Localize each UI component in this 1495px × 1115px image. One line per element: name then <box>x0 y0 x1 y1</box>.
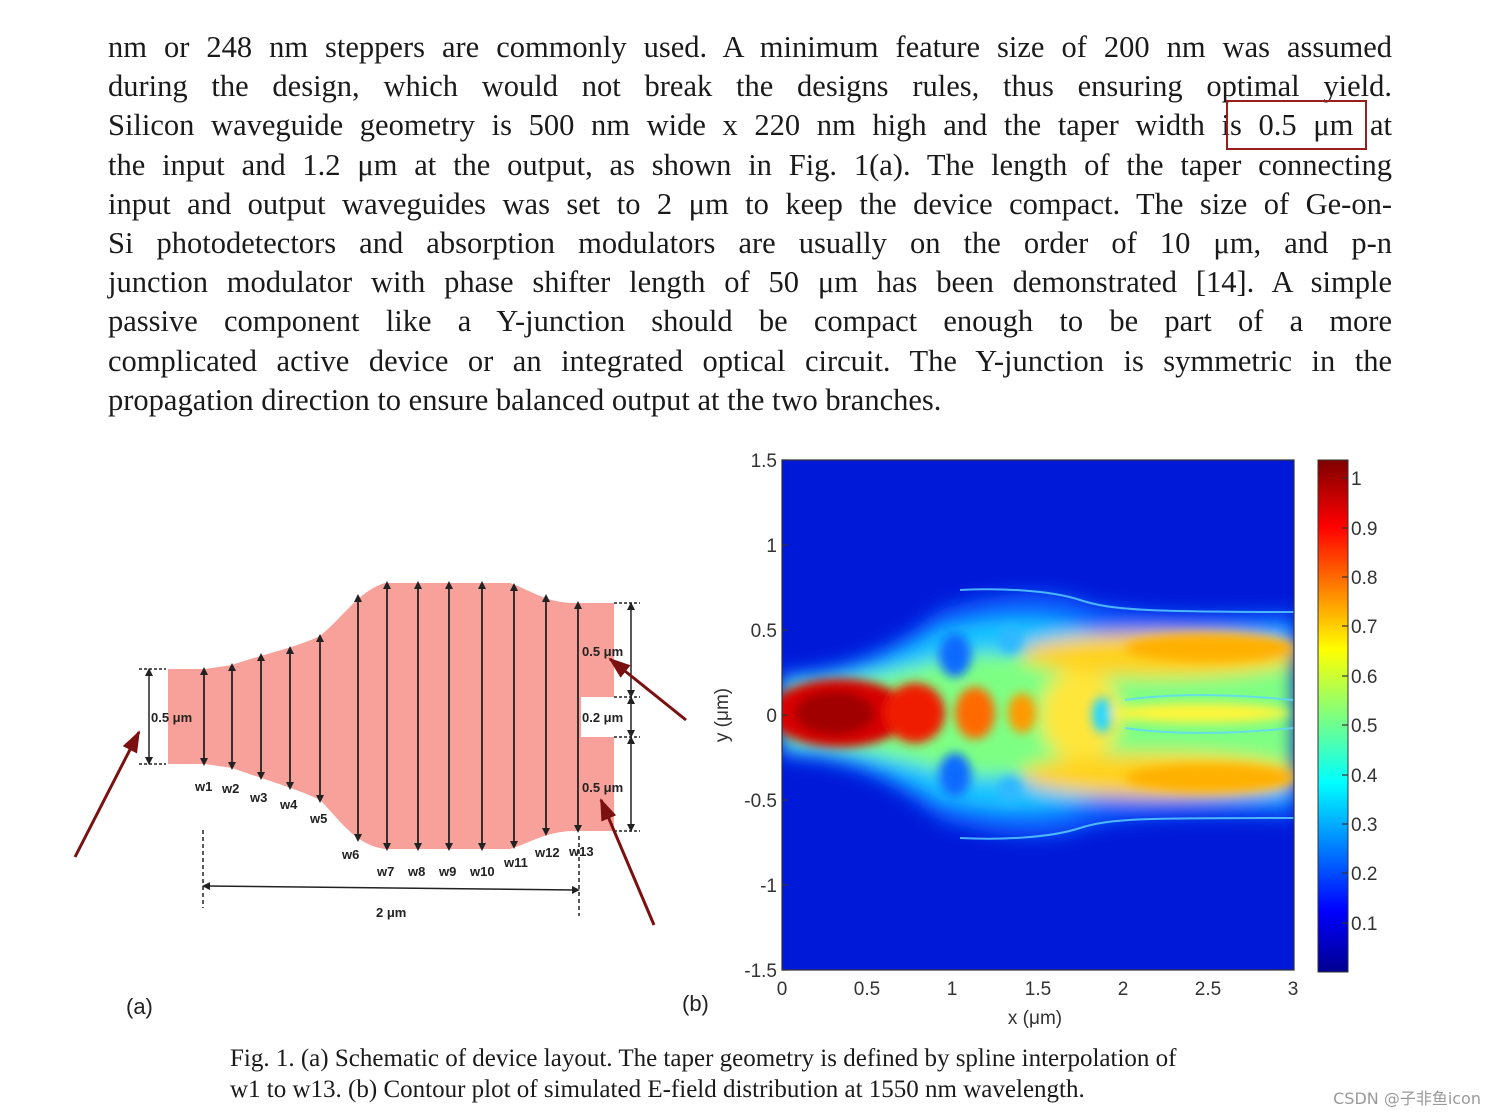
label-w8: w8 <box>407 864 425 879</box>
y-axis-label: y (μm) <box>712 688 733 742</box>
colorbar-tick: 0.6 <box>1351 667 1377 688</box>
waveguide-shape <box>168 583 614 849</box>
figure-caption: Fig. 1. (a) Schematic of device layout. … <box>230 1043 1275 1105</box>
label-w13: w13 <box>568 844 594 859</box>
colorbar-tick: 0.1 <box>1351 914 1377 935</box>
y-tick: -0.5 <box>744 791 777 812</box>
caption-line-2: w1 to w13. (b) Contour plot of simulated… <box>230 1076 1085 1103</box>
x-axis-label: x (μm) <box>1008 1008 1062 1029</box>
label-w11: w11 <box>503 855 528 870</box>
figure-a-schematic: 0.5 μm 0.5 μm 0.2 μm 0.5 μm w1 w2 w3 w4 … <box>73 581 687 926</box>
label-w6: w6 <box>341 847 359 862</box>
x-tick: 2 <box>1118 979 1129 1000</box>
annotation-arrow-input <box>73 730 141 858</box>
label-w10: w10 <box>469 864 495 879</box>
label-w7: w7 <box>376 864 394 879</box>
body-paragraph: nm or 248 nm steppers are commonly used.… <box>108 28 1392 420</box>
label-w4: w4 <box>279 797 298 812</box>
figure-b-heatmap: 1.5 1 0.5 0 -0.5 -1 -1.5 0 0.5 1 1.5 2 2… <box>712 451 1378 1029</box>
paragraph-line: Silicon waveguide geometry is 500 nm wid… <box>108 108 1392 143</box>
y-tick: -1 <box>760 876 777 897</box>
label-w1: w1 <box>194 779 212 794</box>
output-upper-label: 0.5 μm <box>582 644 623 659</box>
length-dimension <box>202 882 580 894</box>
label-w12: w12 <box>534 845 560 860</box>
y-tick: 0 <box>766 706 777 727</box>
panel-b-label: (b) <box>682 991 709 1016</box>
y-tick: 0.5 <box>751 621 777 642</box>
x-tick: 1.5 <box>1025 979 1051 1000</box>
x-tick: 0 <box>777 979 788 1000</box>
highlight-box <box>1226 100 1367 150</box>
gap-label: 0.2 μm <box>582 710 623 725</box>
y-tick: 1 <box>766 536 777 557</box>
colorbar-tick: 0.3 <box>1351 815 1377 836</box>
x-tick: 3 <box>1288 979 1299 1000</box>
paragraph-line: input and output waveguides was set to 2… <box>108 186 1392 221</box>
annotation-arrow-output-upper <box>608 657 687 722</box>
x-tick: 1 <box>947 979 958 1000</box>
y-tick: -1.5 <box>744 961 777 982</box>
colorbar-tick: 0.9 <box>1351 519 1377 540</box>
colorbar-tick: 0.7 <box>1351 617 1377 638</box>
paragraph-line: the input and 1.2 μm at the output, as s… <box>108 147 1392 182</box>
paragraph-line: complicated active device or an integrat… <box>108 343 1392 378</box>
x-tick: 2.5 <box>1195 979 1221 1000</box>
watermark: CSDN @子非鱼icon <box>1333 1089 1481 1108</box>
paragraph-line: propagation direction to ensure balanced… <box>108 382 942 417</box>
caption-line-1: Fig. 1. (a) Schematic of device layout. … <box>230 1045 1177 1072</box>
label-w9: w9 <box>438 864 456 879</box>
colorbar <box>1317 459 1349 973</box>
y-tick: 1.5 <box>751 451 777 472</box>
colorbar-tick: 0.4 <box>1351 766 1378 787</box>
label-w3: w3 <box>249 790 267 805</box>
colorbar-tick: 1 <box>1351 469 1362 490</box>
paragraph-line: nm or 248 nm steppers are commonly used.… <box>108 30 1392 64</box>
colorbar-tick: 0.8 <box>1351 568 1377 589</box>
annotation-arrow-output-lower <box>599 798 656 926</box>
length-label: 2 μm <box>376 905 406 920</box>
paragraph-line: junction modulator with phase shifter le… <box>108 265 1392 300</box>
paragraph-line: during the design, which would not break… <box>108 69 1392 104</box>
colorbar-tick: 0.2 <box>1351 864 1377 885</box>
label-w2: w2 <box>221 781 239 796</box>
paragraph-line: passive component like a Y-junction shou… <box>108 304 1392 339</box>
x-tick: 0.5 <box>854 979 880 1000</box>
output-lower-label: 0.5 μm <box>582 780 623 795</box>
label-w5: w5 <box>309 811 327 826</box>
panel-a-label: (a) <box>126 994 153 1019</box>
paragraph-line: Si photodetectors and absorption modulat… <box>108 226 1392 261</box>
input-width-label: 0.5 μm <box>151 710 192 725</box>
colorbar-tick: 0.5 <box>1351 716 1377 737</box>
